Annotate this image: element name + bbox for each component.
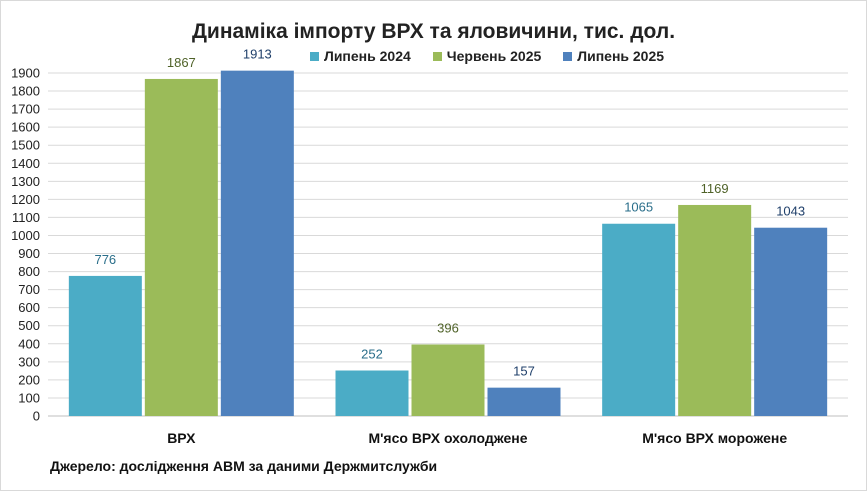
bar bbox=[411, 344, 485, 416]
legend-swatch bbox=[563, 51, 573, 61]
y-tick-label: 100 bbox=[18, 390, 40, 405]
legend-label: Червень 2025 bbox=[446, 48, 542, 64]
chart-title: Динаміка імпорту ВРХ та яловичини, тис. … bbox=[191, 20, 676, 43]
y-tick-label: 1000 bbox=[11, 228, 40, 243]
x-tick-label: ВРХ bbox=[167, 430, 196, 446]
bar bbox=[487, 387, 561, 416]
y-tick-label: 900 bbox=[18, 246, 40, 261]
y-tick-label: 1600 bbox=[11, 120, 40, 135]
y-tick-label: 0 bbox=[33, 409, 40, 424]
legend-swatch bbox=[432, 51, 442, 61]
y-tick-label: 700 bbox=[18, 282, 40, 297]
y-tick-label: 1200 bbox=[11, 192, 40, 207]
bar bbox=[678, 204, 752, 416]
y-tick-label: 400 bbox=[18, 336, 40, 351]
y-tick-label: 1400 bbox=[11, 156, 40, 171]
legend-swatch bbox=[310, 51, 319, 61]
bar bbox=[602, 223, 676, 416]
bar bbox=[335, 370, 409, 416]
data-label: 1043 bbox=[776, 204, 805, 219]
bar bbox=[220, 70, 294, 416]
legend-label: Липень 2025 bbox=[577, 48, 665, 64]
y-tick-label: 600 bbox=[18, 300, 40, 315]
y-tick-label: 1300 bbox=[11, 174, 40, 189]
y-tick-label: 200 bbox=[18, 372, 40, 387]
data-label: 1065 bbox=[624, 200, 653, 215]
legend: Липень 2024 Червень 2025 Липень 2025 bbox=[310, 48, 664, 64]
bar bbox=[754, 227, 828, 416]
bar bbox=[144, 78, 218, 416]
legend-item-june-2025: Червень 2025 bbox=[432, 48, 542, 64]
data-label: 396 bbox=[437, 321, 459, 336]
y-tick-label: 500 bbox=[18, 318, 40, 333]
data-label: 252 bbox=[361, 347, 383, 362]
legend-item-july-2025: Липень 2025 bbox=[563, 48, 664, 64]
y-tick-label: 1900 bbox=[11, 66, 40, 81]
data-label: 1867 bbox=[167, 55, 196, 70]
y-tick-label: 1100 bbox=[12, 210, 40, 225]
legend-item-july-2024: Липень 2024 bbox=[310, 48, 411, 64]
data-label: 1169 bbox=[701, 181, 729, 196]
y-tick-label: 1500 bbox=[11, 138, 40, 153]
y-tick-label: 300 bbox=[18, 354, 40, 369]
x-tick-label: М'ясо ВРХ охолоджене bbox=[368, 430, 527, 446]
data-label: 1913 bbox=[243, 47, 272, 62]
bar bbox=[68, 275, 142, 416]
y-tick-label: 1700 bbox=[11, 102, 40, 117]
x-tick-label: М'ясо ВРХ морожене bbox=[642, 430, 787, 446]
y-tick-label: 800 bbox=[18, 264, 40, 279]
legend-label: Липень 2024 bbox=[324, 48, 411, 64]
source-note: Джерело: дослідження АВМ за даними Держм… bbox=[50, 458, 438, 474]
data-label: 776 bbox=[94, 252, 116, 267]
data-label: 157 bbox=[513, 364, 535, 379]
y-tick-label: 1800 bbox=[11, 84, 40, 99]
